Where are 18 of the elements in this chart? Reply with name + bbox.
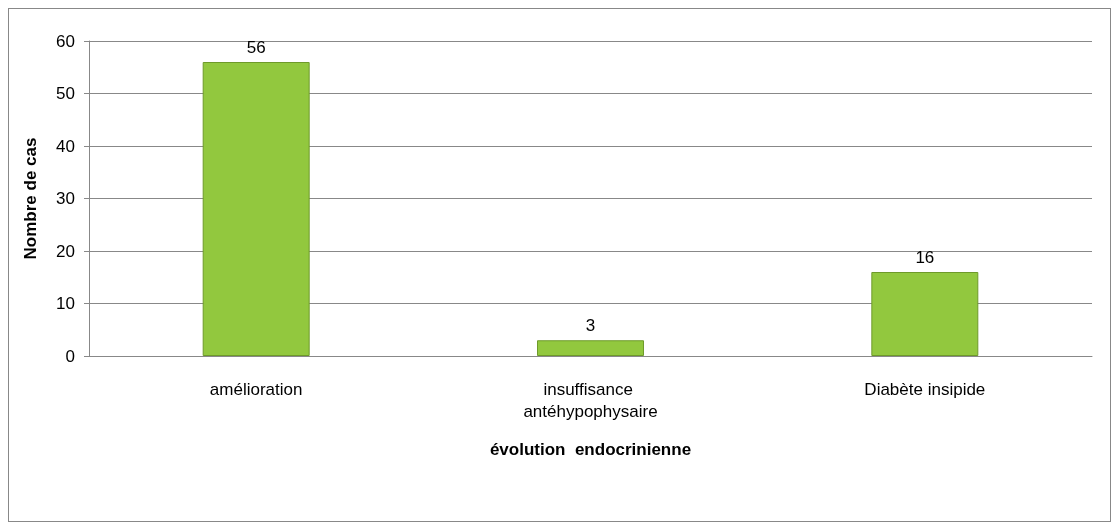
x-tick-label: insuffisance antéhypophysaire bbox=[523, 379, 658, 421]
y-tick-label: 10 bbox=[56, 294, 75, 313]
y-tick-label: 30 bbox=[56, 189, 75, 208]
data-label: 3 bbox=[585, 316, 596, 336]
y-tick-label: 0 bbox=[65, 346, 75, 366]
y-axis-title: Nombre de cas bbox=[21, 137, 40, 260]
x-tick-label: Diabète insipide bbox=[864, 379, 986, 399]
data-label: 16 bbox=[915, 248, 935, 267]
bar bbox=[871, 272, 979, 356]
data-label: 56 bbox=[246, 38, 266, 57]
bar bbox=[202, 62, 310, 356]
y-tick-label: 50 bbox=[56, 84, 75, 103]
y-tick-label: 60 bbox=[56, 31, 75, 51]
x-tick-label: amélioration bbox=[209, 379, 303, 399]
x-axis-title: évolution endocrinienne bbox=[489, 440, 692, 459]
y-tick-label: 20 bbox=[56, 241, 75, 261]
y-tick-label: 40 bbox=[56, 136, 75, 156]
bar bbox=[537, 340, 644, 356]
